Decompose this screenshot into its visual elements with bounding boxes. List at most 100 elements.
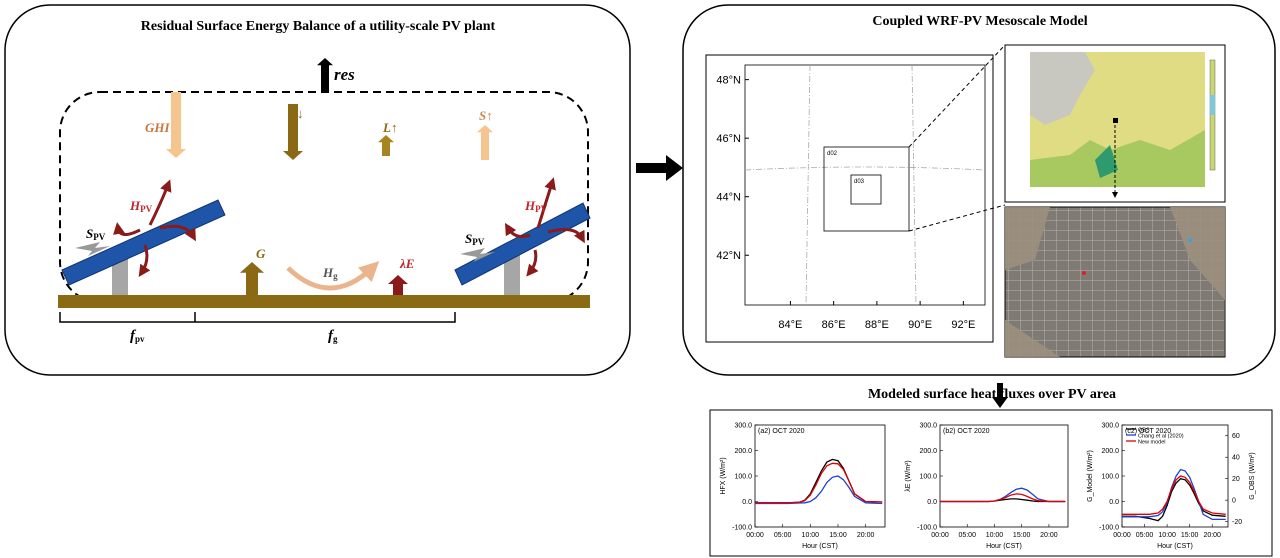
domain-box	[823, 146, 910, 232]
x-tick-label: 00:00	[746, 532, 764, 539]
x-tick-label: 10:00	[986, 532, 1004, 539]
y-tick-label: 0.0	[927, 499, 937, 506]
res-label: res	[334, 65, 355, 84]
series-line	[940, 493, 1066, 503]
y2-tick-label: 40	[1232, 455, 1240, 462]
flux-arrow	[283, 104, 303, 160]
inset-colorbar-band	[1210, 95, 1215, 115]
y-tick-label: 300.0	[734, 423, 752, 430]
spv-bolt	[460, 248, 495, 262]
spv-label: SPV	[465, 231, 485, 247]
lat-tick-label: 46°N	[716, 133, 741, 145]
pv-post	[504, 252, 520, 295]
y-tick-label: 100.0	[1101, 474, 1119, 481]
pv-panel	[61, 199, 226, 286]
x-tick-label: 00:00	[1113, 532, 1131, 539]
chart-title: (a2) OCT 2020	[758, 428, 805, 435]
hpv-label: HPV	[524, 198, 548, 214]
x-tick-label: 20:00	[1203, 532, 1221, 539]
x-tick-label: 05:00	[774, 532, 792, 539]
y-tick-label: 300.0	[1101, 423, 1119, 430]
spv-main: S	[86, 226, 93, 241]
lon-tick-label: 92°E	[951, 319, 975, 331]
y-tick-label: -100.0	[1099, 525, 1119, 532]
zoom-lines	[908, 44, 1006, 232]
x-tick-label: 00:00	[931, 532, 949, 539]
link-arrow	[636, 155, 683, 181]
lat-tick-label: 42°N	[716, 250, 741, 262]
fraction-brackets	[59, 312, 456, 323]
site-marker	[1113, 118, 1118, 123]
chart-title: (c2) OCT 2020	[1125, 428, 1171, 435]
y2-tick-label: 20	[1232, 476, 1240, 483]
hg-label: Hg	[322, 265, 338, 281]
hg-arrow	[286, 261, 380, 291]
lon-tick-label: 84°E	[778, 319, 802, 331]
flux-arrow	[317, 58, 333, 92]
y-tick-label: 300.0	[919, 423, 937, 430]
fpv-sub: pv	[135, 334, 145, 344]
y-tick-label: 100.0	[734, 474, 752, 481]
legend-label: Chang et al (2020)	[1138, 434, 1184, 440]
map-ticks: 48°N 46°N 44°N 42°N 84°E 86°E 88°E 90°E 92°E	[716, 75, 975, 331]
inset-water	[1095, 145, 1118, 178]
hpv-label: HPV	[129, 198, 153, 214]
series-line	[755, 462, 883, 504]
fpv-label: fpv	[130, 328, 145, 344]
x-tick-label: 20:00	[857, 532, 875, 539]
fpv-main: f	[130, 328, 137, 344]
x-tick-label: 15:00	[829, 532, 847, 539]
flux-arrows	[166, 58, 493, 295]
hpv-main: H	[129, 198, 141, 213]
site-point	[1082, 271, 1086, 275]
chart-title: (b2) OCT 2020	[943, 428, 990, 435]
hg-main: H	[322, 265, 334, 280]
x-tick-label: 05:00	[958, 532, 976, 539]
hpv-arrows	[113, 177, 585, 277]
hpv-sub: PV	[535, 204, 547, 214]
x-tick-label: 15:00	[1181, 532, 1199, 539]
right-title: Coupled WRF-PV Mesoscale Model	[872, 14, 1087, 29]
flux-arrow	[378, 135, 394, 156]
domain-label: d03	[854, 179, 865, 185]
inset-vegetation	[1030, 130, 1205, 187]
ghi-label: GHI	[145, 120, 171, 135]
lat-tick-label: 48°N	[716, 75, 741, 87]
flux-arrow	[166, 92, 186, 158]
left-panel	[4, 4, 631, 376]
lon-tick-label: 90°E	[908, 319, 932, 331]
x-axis-label: Hour (CST)	[1157, 543, 1193, 550]
fg-main: f	[328, 328, 335, 344]
hpv-main: H	[524, 198, 536, 213]
series-line	[1122, 475, 1226, 515]
flux-title: Modeled surface heat fluxes over PV area	[868, 387, 1116, 402]
lat-tick-label: 44°N	[716, 192, 741, 204]
map-area	[744, 64, 986, 306]
y2-tick-label: 0	[1232, 498, 1236, 505]
y-tick-label: -100.0	[732, 525, 752, 532]
y-tick-label: 200.0	[919, 448, 937, 455]
legend-label: New model	[1138, 440, 1166, 446]
fg-label: fg	[328, 328, 338, 344]
legend-label: OBS	[1138, 428, 1150, 434]
y-tick-label: 200.0	[734, 448, 752, 455]
hg-sub: g	[333, 271, 338, 281]
g-label: G	[256, 246, 266, 261]
x-axis-label: Hour (CST)	[986, 543, 1022, 550]
y-axis-label: λE (W/m²)	[905, 460, 912, 492]
domain-box	[850, 174, 882, 205]
series-line	[1122, 468, 1226, 521]
flux-arrow	[240, 262, 264, 295]
domain-label: d02	[827, 151, 838, 157]
y-axis-label: G_Model (W/m²)	[1087, 450, 1094, 502]
inset-terrain	[1030, 52, 1095, 125]
satellite-terrain	[1005, 207, 1225, 357]
y-axis-label: HFX (W/m²)	[720, 457, 727, 494]
hpv-sub: PV	[140, 204, 152, 214]
y-tick-label: -100.0	[917, 525, 937, 532]
ground	[58, 295, 590, 308]
lon-tick-label: 88°E	[865, 319, 889, 331]
series-line	[755, 475, 883, 505]
y-tick-label: 100.0	[919, 474, 937, 481]
